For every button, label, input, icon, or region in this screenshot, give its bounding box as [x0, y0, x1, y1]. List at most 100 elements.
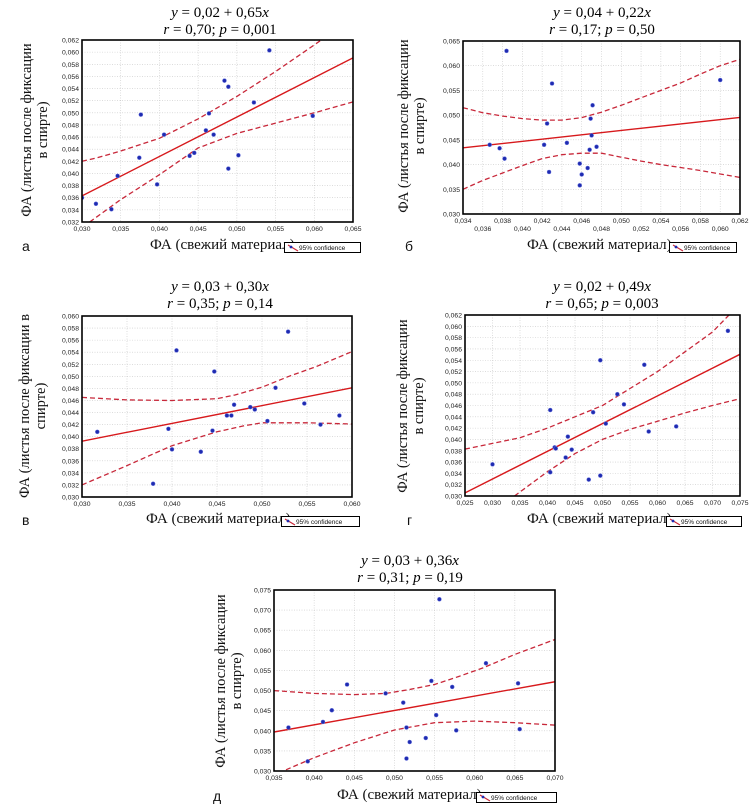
- chart-v-ytick-label: 0,046: [62, 398, 79, 405]
- chart-a-data-point: [211, 132, 216, 137]
- chart-d-data-point: [305, 759, 310, 764]
- chart-v-data-point: [337, 413, 342, 418]
- chart-d-legend: 95% confidence: [476, 792, 557, 803]
- chart-d-xlabel: ФА (свежий материал): [337, 787, 482, 803]
- chart-d-data-point: [404, 725, 409, 730]
- chart-b-xtick-label: 0,044: [553, 226, 570, 233]
- chart-v-data-point: [285, 329, 291, 334]
- chart-v-ytick-label: 0,054: [62, 350, 79, 357]
- chart-b-xtick-label: 0,058: [692, 218, 709, 225]
- chart-d-eq-body: = 0,03 + 0,36: [367, 553, 453, 569]
- chart-d-ytick-label: 0,060: [254, 648, 271, 655]
- chart-a-data-point: [137, 155, 142, 160]
- chart-g-regression-line: [465, 353, 740, 494]
- chart-g-data-point: [590, 410, 596, 415]
- chart-v-data-point: [169, 447, 175, 452]
- chart-a-r-label: r: [163, 22, 170, 38]
- chart-a-ytick-label: 0,062: [62, 38, 79, 45]
- chart-v-legend: 95% confidence: [281, 516, 360, 527]
- chart-b-ytick-label: 0,045: [443, 137, 460, 144]
- chart-a-data-point: [138, 112, 144, 117]
- chart-g-data-point: [642, 362, 647, 368]
- chart-g-xtick-label: 0,030: [484, 500, 501, 507]
- chart-b-data-point: [585, 165, 590, 171]
- chart-d-xtick-label: 0,065: [506, 775, 523, 782]
- chart-b-ytick-label: 0,065: [443, 39, 460, 46]
- chart-g-data-point: [586, 477, 591, 482]
- chart-b-data-point: [594, 144, 599, 150]
- chart-d-r-label: r: [357, 570, 363, 586]
- chart-b-data-point: [577, 161, 582, 166]
- chart-b-xtick-label: 0,034: [454, 218, 471, 225]
- chart-v-xtick-label: 0,055: [298, 501, 315, 508]
- chart-v-ytick-label: 0,058: [62, 326, 79, 333]
- chart-g-data-point: [563, 455, 568, 460]
- chart-g-data-point: [565, 434, 571, 439]
- chart-d-ytick-label: 0,040: [254, 728, 271, 735]
- chart-b-xtick-label: 0,038: [494, 218, 511, 225]
- chart-g-xtick-label: 0,070: [704, 500, 721, 507]
- chart-b-r-value: = 0,17;: [554, 22, 606, 38]
- chart-v-ytick-label: 0,050: [62, 374, 79, 381]
- chart-g-xtick-label: 0,065: [676, 500, 693, 507]
- chart-a-frame: [81, 39, 354, 223]
- chart-g-eq-x: x: [644, 279, 651, 295]
- chart-d-xtick-label: 0,050: [386, 775, 403, 782]
- chart-g-data-point: [621, 402, 627, 407]
- chart-b-data-point: [590, 103, 595, 108]
- chart-a-ytick-label: 0,032: [62, 220, 79, 227]
- chart-a-ci-upper: [82, 40, 323, 162]
- chart-d-data-point: [449, 684, 455, 690]
- chart-d-ytick-label: 0,050: [254, 688, 271, 695]
- chart-d-letter: д: [213, 788, 222, 804]
- chart-a-ytick-label: 0,044: [62, 147, 79, 154]
- chart-a-ytick-label: 0,040: [62, 171, 79, 178]
- chart-b-data-point: [588, 116, 593, 121]
- chart-g-ytick-label: 0,042: [445, 426, 462, 433]
- chart-v-ylabel-line1: ФА (листья после фиксации в: [17, 314, 33, 498]
- chart-g-data-point: [569, 447, 574, 452]
- chart-a-eq-body: = 0,02 + 0,65: [177, 5, 263, 21]
- chart-a-xlabel: ФА (свежий материал): [150, 237, 295, 253]
- chart-a-data-point: [203, 128, 209, 133]
- chart-g-ytick-label: 0,036: [445, 460, 462, 467]
- chart-a-ytick-label: 0,052: [62, 98, 79, 105]
- chart-d-regression-line: [274, 681, 555, 733]
- legend-swatch-icon: [479, 793, 491, 802]
- chart-d-data-point: [453, 728, 459, 733]
- chart-a-ytick-label: 0,042: [62, 159, 79, 166]
- chart-g-data-point: [553, 446, 558, 451]
- chart-a-ytick-label: 0,050: [62, 110, 79, 117]
- chart-d-ytick-label: 0,065: [254, 628, 271, 635]
- chart-a-r-value: = 0,70;: [169, 22, 220, 38]
- legend-swatch-icon: [672, 243, 684, 252]
- chart-g-legend: 95% confidence: [666, 516, 742, 527]
- chart-d-ytick-label: 0,070: [254, 608, 271, 615]
- chart-d-p-label: p: [413, 570, 421, 586]
- legend-label: 95% confidence: [296, 519, 343, 526]
- chart-g-data-point: [646, 429, 651, 434]
- chart-g-ytick-label: 0,052: [445, 369, 462, 376]
- chart-b-p-label: p: [605, 22, 613, 38]
- chart-d-data-point: [429, 678, 434, 684]
- chart-d-data-point: [383, 691, 388, 696]
- chart-d-ytick-label: 0,045: [254, 708, 271, 715]
- chart-b-letter: б: [405, 238, 414, 254]
- chart-d-ci-lower: [285, 720, 555, 771]
- chart-a-data-point: [82, 195, 85, 200]
- chart-b-data-point: [564, 140, 570, 146]
- chart-g-xtick-label: 0,050: [594, 500, 611, 507]
- chart-g-frame: [464, 314, 741, 497]
- chart-b-stats: r = 0,17; p = 0,50: [462, 22, 742, 39]
- chart-a-ytick-label: 0,036: [62, 195, 79, 202]
- chart-g-eq-y: y: [553, 279, 560, 295]
- chart-b-data-point: [587, 147, 592, 152]
- chart-g-letter: г: [407, 512, 413, 528]
- chart-d-eq-x: x: [452, 553, 459, 569]
- chart-a-ylabel-line2: в спирте): [35, 101, 51, 159]
- chart-a-ytick-label: 0,046: [62, 135, 79, 142]
- chart-a: 0,032 0,034 0,036 0,038 0,040 0,042 0,044 0,046…: [62, 38, 362, 234]
- chart-b-eq-body: = 0,04 + 0,22: [559, 5, 645, 21]
- chart-a-data-point: [236, 153, 241, 158]
- chart-a-data-point: [226, 166, 231, 171]
